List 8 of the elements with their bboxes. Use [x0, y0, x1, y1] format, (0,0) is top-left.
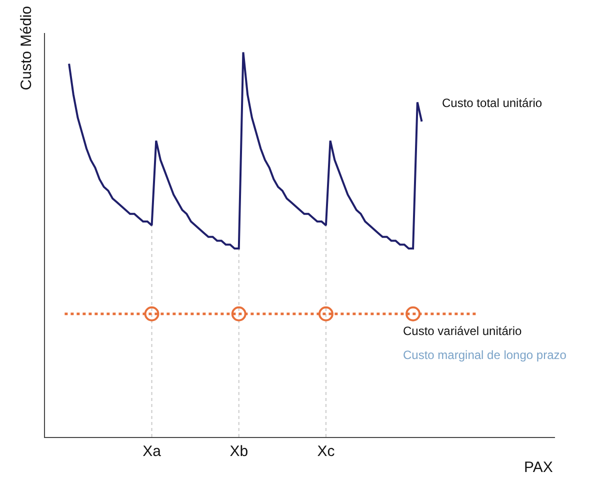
series-label: Custo total unitário: [442, 96, 542, 110]
x-tick-label: Xc: [317, 443, 336, 460]
y-axis-title: Custo Médio: [18, 6, 35, 90]
series-label: Custo variável unitário: [403, 324, 522, 338]
x-tick-label: Xa: [142, 443, 162, 460]
x-axis-title: PAX: [524, 459, 553, 476]
x-tick-label: Xb: [230, 443, 248, 460]
annotation: Custo marginal de longo prazo: [403, 348, 567, 362]
